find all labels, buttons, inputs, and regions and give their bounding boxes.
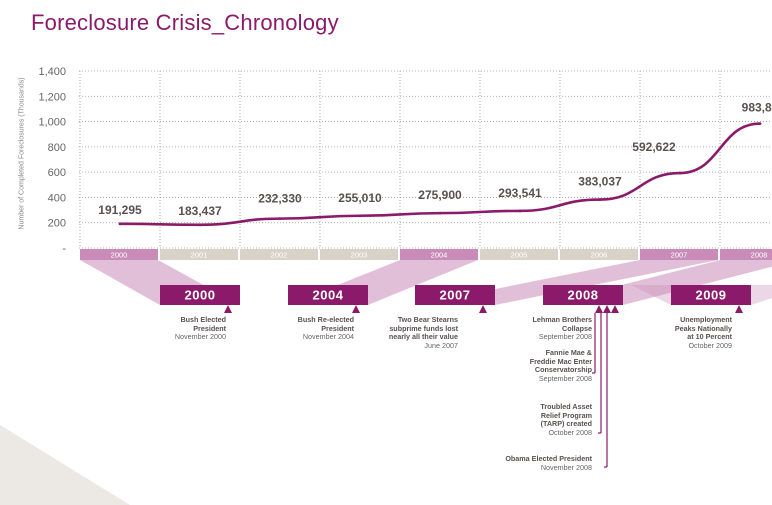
x-tick-label: 2001 <box>191 251 208 260</box>
x-tick-label: 2000 <box>111 251 128 260</box>
event-date: September 2008 <box>538 332 592 341</box>
timeline-pointer <box>603 305 611 313</box>
event-date: September 2008 <box>538 373 592 383</box>
x-tick-label: 2005 <box>511 251 528 260</box>
data-label: 983,88 <box>742 101 772 115</box>
data-label: 293,541 <box>498 186 542 200</box>
data-point <box>438 211 442 215</box>
x-tick-label: 2004 <box>431 251 448 260</box>
y-tick-label: 400 <box>48 192 66 204</box>
timeline-pointer <box>595 305 603 313</box>
x-category-cell <box>480 249 558 260</box>
timeline-year-tag <box>160 285 240 305</box>
y-tick-label: 600 <box>48 167 66 179</box>
event-title: Bush Elected President <box>180 315 226 333</box>
event-note: Troubled Asset Relief Program (TARP) cre… <box>520 402 592 437</box>
x-tick-label: 2003 <box>351 251 368 260</box>
timeline-year-label: 2009 <box>696 288 727 303</box>
timeline-year-label: 2004 <box>313 288 344 303</box>
y-tick-label: 800 <box>48 142 66 154</box>
timeline-pointer <box>611 305 619 313</box>
event-note: Bush Re-elected President November 2004 <box>292 315 354 342</box>
data-label: 191,295 <box>98 203 142 217</box>
event-title: Bush Re-elected President <box>297 315 354 333</box>
event-note: Fannie Mae & Freddie Mac Enter Conservat… <box>520 348 592 383</box>
x-tick-label: 2002 <box>271 251 288 260</box>
event-date: October 2009 <box>688 340 732 350</box>
event-date: November 2008 <box>540 462 592 472</box>
data-point <box>198 223 202 227</box>
timeline-pointer <box>735 305 743 313</box>
y-tick-label: 1,200 <box>38 91 66 103</box>
data-point <box>678 171 682 175</box>
timeline-year-tag <box>543 285 623 305</box>
data-label: 255,010 <box>338 191 382 205</box>
event-note: Lehman Brothers Collapse September 2008 <box>520 315 592 342</box>
data-label: 592,622 <box>632 140 676 154</box>
event-date: October 2008 <box>548 427 592 437</box>
data-point <box>358 214 362 218</box>
timeline-year-tag <box>288 285 368 305</box>
x-tick-label: 2007 <box>671 251 688 260</box>
data-label: 383,037 <box>578 175 622 189</box>
x-category-cell <box>640 249 718 260</box>
event-date: November 2004 <box>302 332 354 341</box>
x-tick-label: 2006 <box>591 251 608 260</box>
event-note: Two Bear Stearns subprime funds lost nea… <box>380 315 458 350</box>
event-note: Bush Elected President November 2000 <box>164 315 226 342</box>
timeline-year-tag <box>671 285 751 305</box>
event-title: Fannie Mae & Freddie Mac Enter Conservat… <box>529 348 592 374</box>
x-tick-label: 2008 <box>751 251 768 260</box>
timeline-pointer <box>224 305 232 313</box>
data-point <box>118 222 122 226</box>
timeline-pointer <box>352 305 360 313</box>
y-tick-label: 1,400 <box>38 66 66 78</box>
y-tick-label: - <box>62 243 66 255</box>
x-category-cell <box>560 249 638 260</box>
timeline-year-label: 2007 <box>440 288 471 303</box>
data-point <box>758 122 762 126</box>
event-note: Obama Elected President November 2008 <box>490 454 592 472</box>
event-title: Two Bear Stearns subprime funds lost nea… <box>388 315 458 341</box>
y-tick-label: 200 <box>48 218 66 230</box>
event-title: Unemployment Peaks Nationally at 10 Perc… <box>674 315 732 341</box>
y-tick-label: 1,000 <box>38 117 66 129</box>
timeline-year-label: 2000 <box>185 288 216 303</box>
data-point <box>278 217 282 221</box>
data-label: 275,900 <box>418 188 462 202</box>
event-title: Obama Elected President <box>505 454 592 463</box>
x-category-cell <box>720 249 772 260</box>
timeline-year-tag <box>415 285 495 305</box>
data-label: 183,437 <box>178 204 222 218</box>
event-date: June 2007 <box>424 340 458 350</box>
data-label: 232,330 <box>258 192 302 206</box>
data-point <box>518 209 522 213</box>
x-category-cell <box>320 249 398 260</box>
page-title: Foreclosure Crisis_Chronology <box>31 10 339 35</box>
event-title: Lehman Brothers Collapse <box>532 315 592 333</box>
data-point <box>598 198 602 201</box>
x-category-cell <box>400 249 478 260</box>
event-date: November 2000 <box>174 332 226 341</box>
timeline-year-label: 2008 <box>568 288 599 303</box>
x-category-cell <box>160 249 238 260</box>
foreclosure-line <box>119 122 761 227</box>
event-note: Unemployment Peaks Nationally at 10 Perc… <box>672 315 732 350</box>
x-category-cell <box>240 249 318 260</box>
event-title: Troubled Asset Relief Program (TARP) cre… <box>540 402 592 428</box>
timeline-pointer <box>479 305 487 313</box>
x-category-cell <box>80 249 158 260</box>
